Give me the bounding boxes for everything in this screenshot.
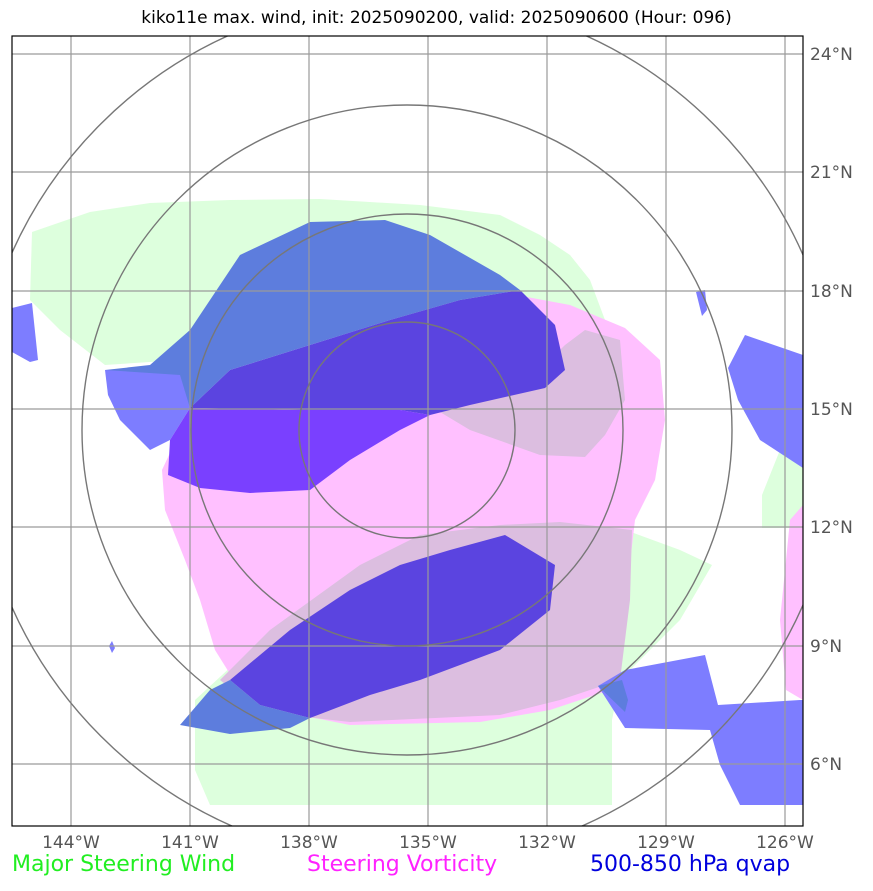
gridlines (12, 36, 803, 826)
qvap-region-west-edge (12, 303, 38, 362)
lat-label: 12°N (810, 518, 853, 538)
qvap-region-west (105, 370, 190, 450)
lat-label: 21°N (810, 163, 853, 183)
legend-wind: Major Steering Wind (12, 852, 236, 877)
plot-frame (11, 35, 804, 827)
vorticity-region-east (780, 505, 803, 700)
ring-middle (190, 213, 624, 647)
lat-label: 9°N (810, 637, 842, 657)
qvap-region-purple-band (168, 408, 430, 493)
qvap-region-east (728, 335, 803, 468)
ring-outer (81, 104, 733, 756)
lon-label: 129°W (637, 833, 695, 853)
wind-region-east (762, 445, 803, 528)
qvap-region-core-north (190, 290, 565, 415)
qvap-region-north (105, 220, 520, 408)
legend-qvap: 500-850 hPa qvap (590, 852, 791, 877)
lat-label: 24°N (810, 45, 853, 65)
lat-axis: 24°N 21°N 18°N 15°N 12°N 9°N 6°N (810, 45, 853, 775)
map-title: kiko11e max. wind, init: 2025090200, val… (141, 8, 732, 28)
distance-rings (12, 36, 803, 826)
lat-label: 18°N (810, 282, 853, 302)
qvap-region-southwest-dot (109, 641, 115, 653)
lat-label: 6°N (810, 755, 842, 775)
lon-label: 132°W (518, 833, 576, 853)
qvap-region-southwest (180, 680, 310, 734)
ring-inner (298, 321, 516, 539)
lon-label: 144°W (42, 833, 100, 853)
lat-label: 15°N (810, 400, 853, 420)
qvap-layer (12, 220, 803, 805)
lon-label: 135°W (399, 833, 457, 853)
qvap-region-northeast-dot (696, 290, 707, 316)
legend-vorticity: Steering Vorticity (307, 852, 498, 877)
lon-label: 141°W (161, 833, 219, 853)
lon-label: 138°W (280, 833, 338, 853)
qvap-region-southeast (598, 655, 803, 805)
lon-label: 126°W (756, 833, 814, 853)
overlap-region-north (420, 330, 625, 457)
qvap-region-core-south (230, 535, 555, 718)
lon-axis: 144°W 141°W 138°W 135°W 132°W 129°W 126°… (42, 833, 814, 853)
